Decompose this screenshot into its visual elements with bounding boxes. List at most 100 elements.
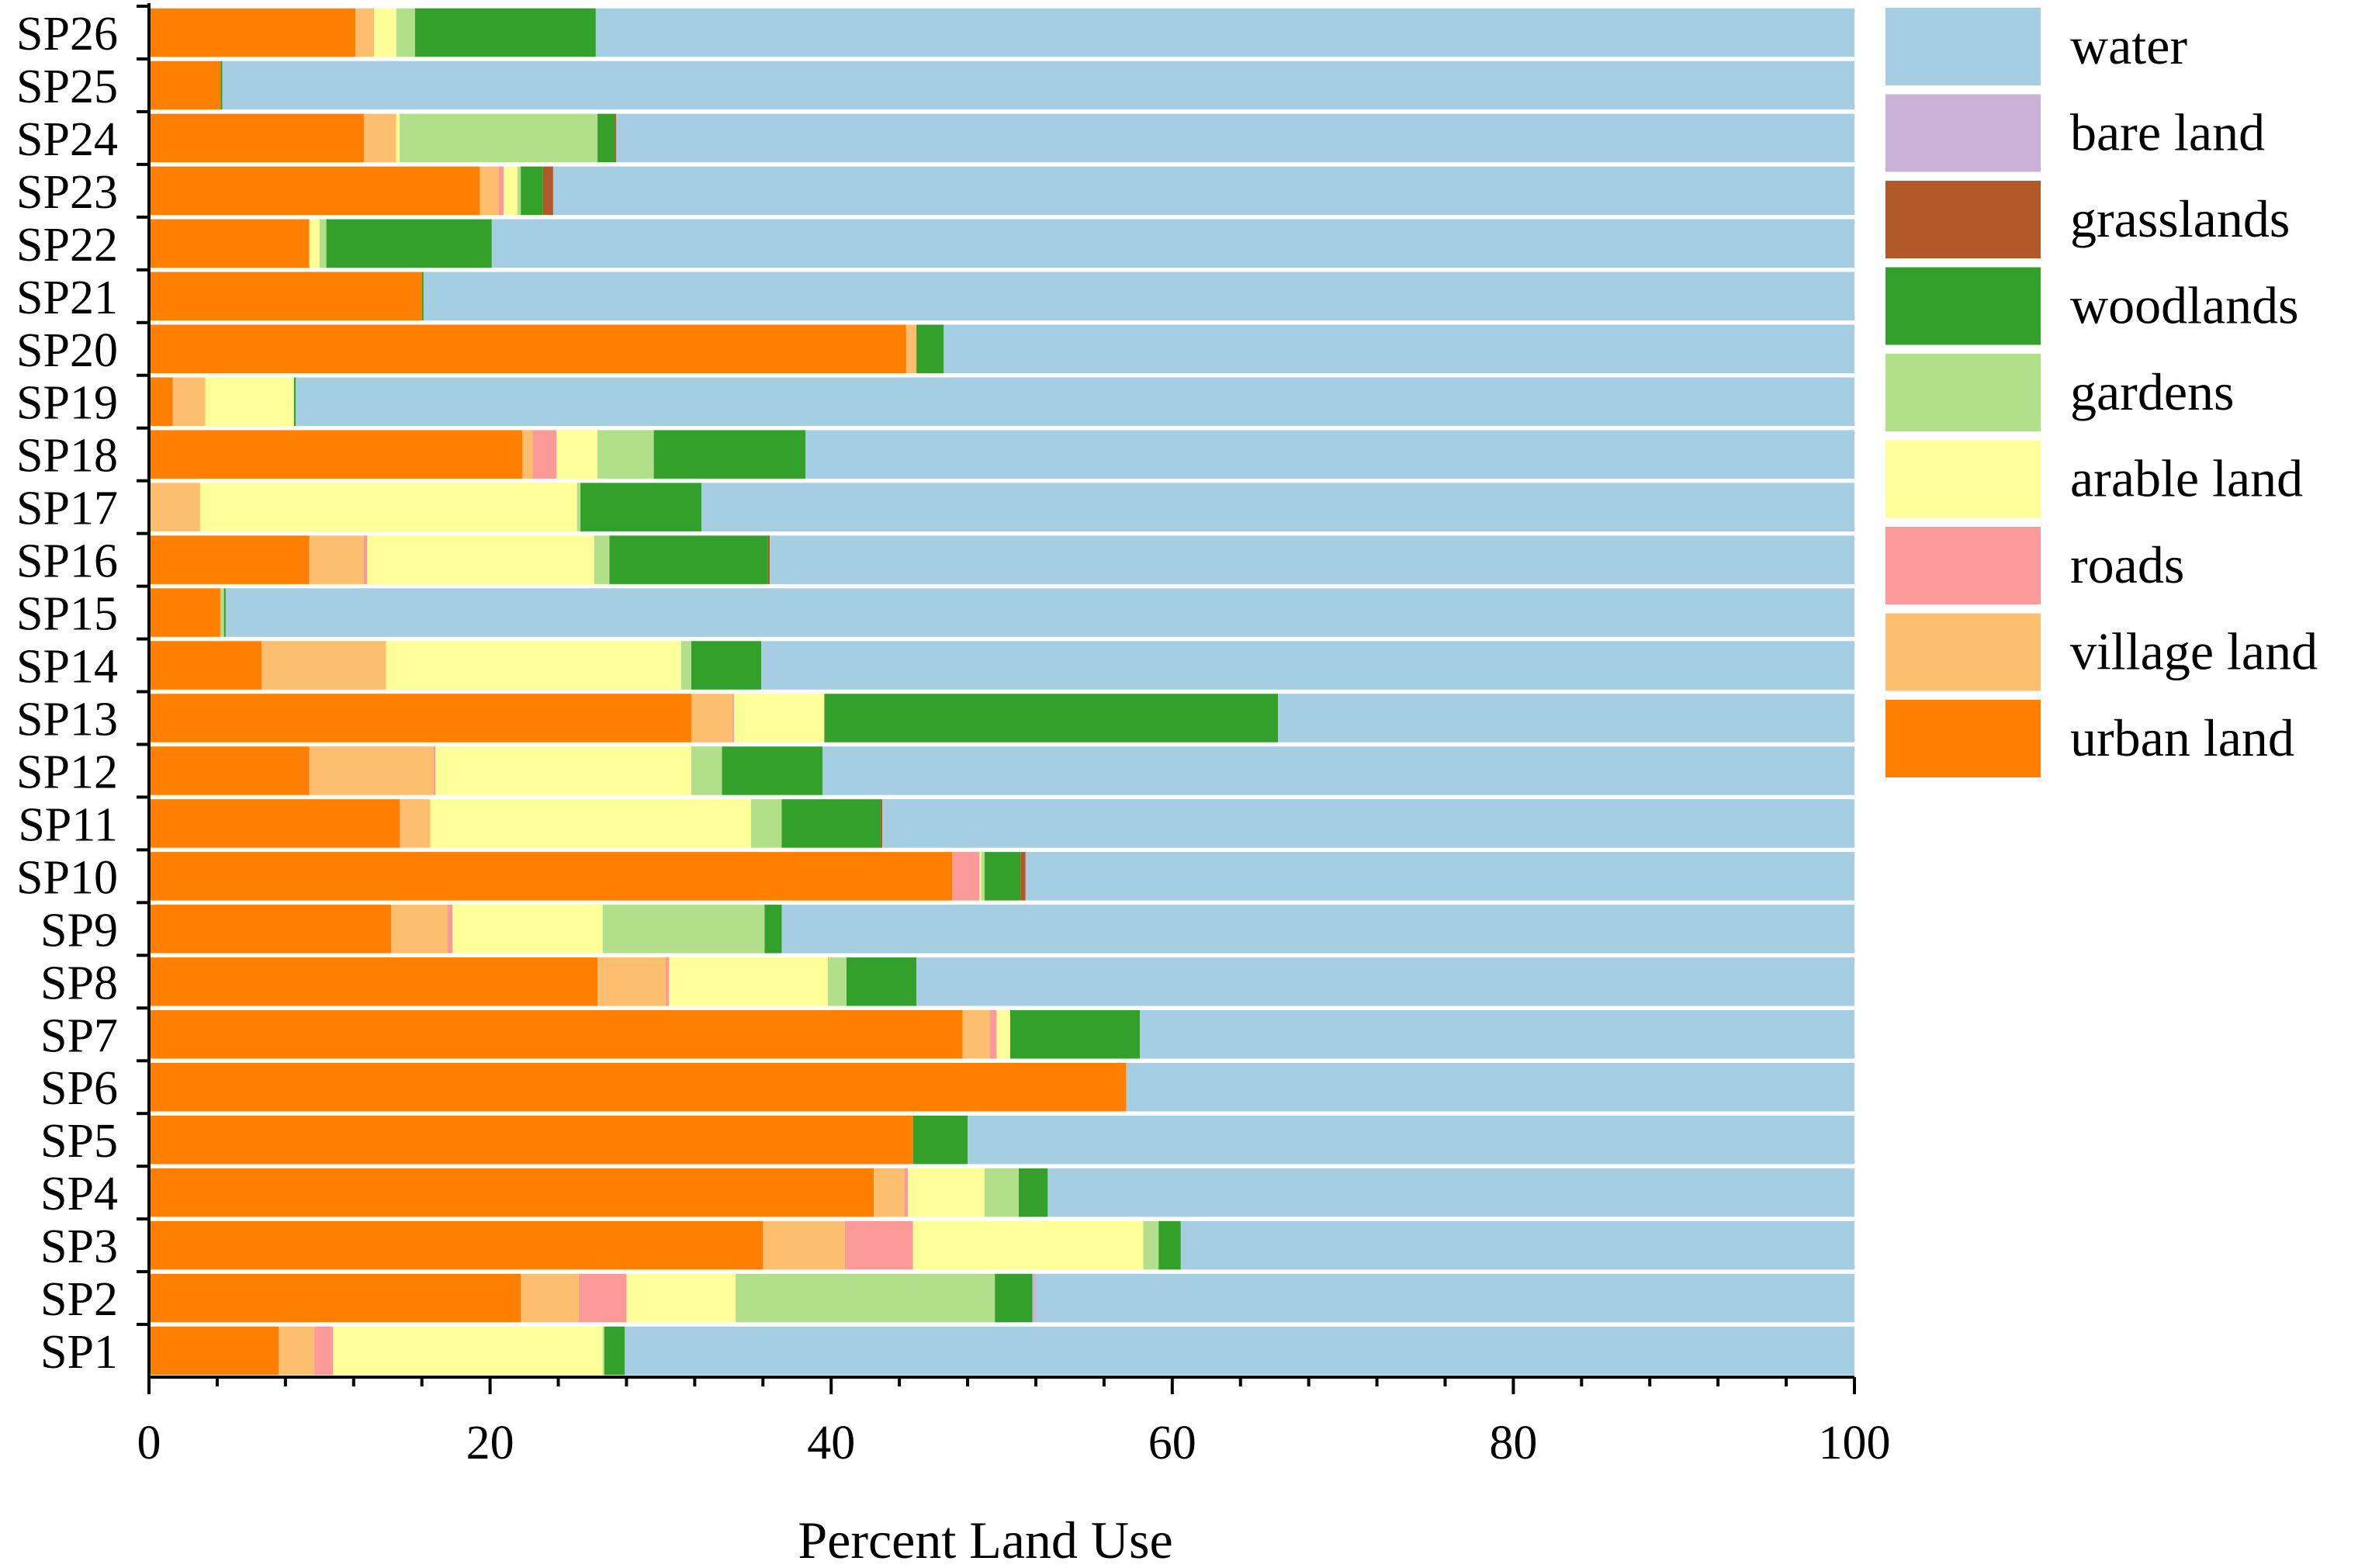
bar-sp15-urban-land [149, 588, 221, 637]
bar-sp19-village-land [172, 377, 206, 426]
y-tick-label-sp21: SP21 [16, 272, 118, 324]
bar-sp14-gardens [680, 641, 691, 690]
bar-sp18-gardens [597, 430, 654, 479]
bar-sp22-gardens [319, 219, 327, 268]
bars-layer [149, 8, 1855, 1376]
legend-swatch-bare-land [1885, 94, 2041, 172]
bar-sp18-urban-land [149, 430, 523, 479]
y-tick-label-sp12: SP12 [16, 746, 118, 798]
bar-sp12-roads [434, 746, 436, 795]
bar-sp2-urban-land [149, 1273, 521, 1323]
y-tick-label-sp6: SP6 [40, 1062, 118, 1115]
bar-sp11-water [882, 799, 1854, 848]
legend-swatch-urban-land [1885, 700, 2041, 777]
bar-sp18-arable-land [556, 430, 598, 479]
bar-sp12-urban-land [149, 746, 310, 795]
y-tick-label-sp17: SP17 [16, 483, 118, 535]
y-tick-label-sp11: SP11 [18, 798, 118, 851]
bar-sp3-arable-land [912, 1220, 1144, 1270]
bar-sp7-woodlands [1009, 1009, 1141, 1059]
y-tick-label-sp15: SP15 [16, 588, 118, 641]
legend-swatch-village-land [1885, 613, 2041, 691]
bar-sp9-gardens [602, 905, 765, 954]
bar-sp8-village-land [597, 957, 666, 1006]
y-tick-label-sp16: SP16 [16, 535, 118, 588]
legend-label-woodlands: woodlands [2070, 276, 2299, 335]
y-tick-label-sp3: SP3 [40, 1220, 118, 1273]
bar-sp26-urban-land [149, 8, 355, 57]
bar-sp16-woodlands [609, 535, 768, 584]
bar-sp15-water [225, 588, 1855, 637]
bar-sp2-gardens [736, 1273, 996, 1323]
bar-sp24-village-land [363, 113, 396, 163]
y-tick-label-sp13: SP13 [16, 693, 118, 746]
bar-sp13-woodlands [824, 694, 1279, 742]
bar-sp21-woodlands [421, 272, 424, 321]
bar-sp4-gardens [985, 1168, 1019, 1217]
bar-sp23-arable-land [504, 166, 518, 216]
y-tick-label-sp23: SP23 [16, 166, 118, 219]
y-tick-label-sp19: SP19 [16, 377, 118, 430]
bar-sp8-gardens [827, 957, 847, 1006]
bar-sp7-urban-land [149, 1009, 963, 1059]
bar-sp23-grasslands [542, 166, 553, 216]
bar-sp7-village-land [962, 1009, 990, 1059]
y-tick-label-sp7: SP7 [40, 1009, 118, 1062]
bar-sp10-roads [952, 852, 980, 901]
bar-sp10-gardens [981, 852, 985, 901]
bar-sp7-arable-land [996, 1009, 1010, 1059]
legend-swatch-roads [1885, 527, 2041, 604]
bar-sp10-arable-land [979, 852, 982, 901]
bar-sp23-village-land [480, 166, 499, 216]
legend: water bare land grasslands woodlands gardens… [1885, 8, 2318, 777]
bar-sp10-urban-land [149, 852, 953, 901]
bar-sp14-woodlands [691, 641, 762, 690]
bar-sp1-roads [314, 1326, 334, 1376]
bar-sp17-arable-land [199, 483, 577, 531]
bar-sp1-arable-land [333, 1326, 603, 1376]
y-tick-label-sp24: SP24 [16, 113, 118, 166]
bar-sp25-urban-land [149, 61, 221, 110]
bar-sp11-grasslands [880, 799, 883, 848]
bar-sp26-woodlands [414, 8, 596, 57]
bar-sp10-woodlands [985, 852, 1021, 901]
bar-sp22-water [491, 219, 1854, 268]
bar-sp24-woodlands [597, 113, 615, 163]
bar-sp1-woodlands [604, 1326, 625, 1376]
legend-label-roads: roads [2070, 535, 2184, 594]
legend-label-grasslands: grasslands [2070, 189, 2290, 248]
bar-sp12-arable-land [435, 746, 691, 795]
bar-sp12-gardens [691, 746, 722, 795]
y-tick-label-sp5: SP5 [40, 1115, 118, 1168]
bar-sp9-arable-land [452, 905, 603, 954]
bar-sp5-water [968, 1115, 1854, 1165]
bar-sp23-gardens [517, 166, 521, 216]
x-axis: 0 20 40 60 80 100 [137, 1376, 1891, 1469]
bar-sp19-woodlands [293, 377, 296, 426]
bar-sp9-water [781, 905, 1854, 954]
bar-sp16-roads [363, 535, 368, 584]
bar-sp6-water [1126, 1062, 1854, 1112]
legend-swatch-grasslands [1885, 181, 2041, 258]
bar-sp9-roads [447, 905, 453, 954]
bar-sp2-woodlands [995, 1273, 1033, 1323]
legend-label-gardens: gardens [2070, 362, 2234, 421]
y-tick-label-sp9: SP9 [40, 904, 118, 957]
bar-sp26-village-land [355, 8, 375, 57]
bar-sp8-arable-land [669, 957, 828, 1006]
y-tick-label-sp1: SP1 [40, 1326, 118, 1379]
bar-sp3-water [1180, 1220, 1854, 1270]
bar-sp3-urban-land [149, 1220, 764, 1270]
bar-sp3-woodlands [1158, 1220, 1181, 1270]
bar-sp16-gardens [594, 535, 610, 584]
bar-sp2-roads [578, 1273, 627, 1323]
bar-sp12-woodlands [722, 746, 823, 795]
bar-sp11-gardens [750, 799, 782, 848]
bar-sp18-roads [532, 430, 557, 479]
bar-sp26-water [595, 8, 1854, 57]
bar-sp13-arable-land [733, 694, 825, 742]
bar-sp12-water [822, 746, 1854, 795]
bar-sp20-urban-land [149, 324, 906, 374]
y-tick-label-sp2: SP2 [40, 1273, 118, 1326]
